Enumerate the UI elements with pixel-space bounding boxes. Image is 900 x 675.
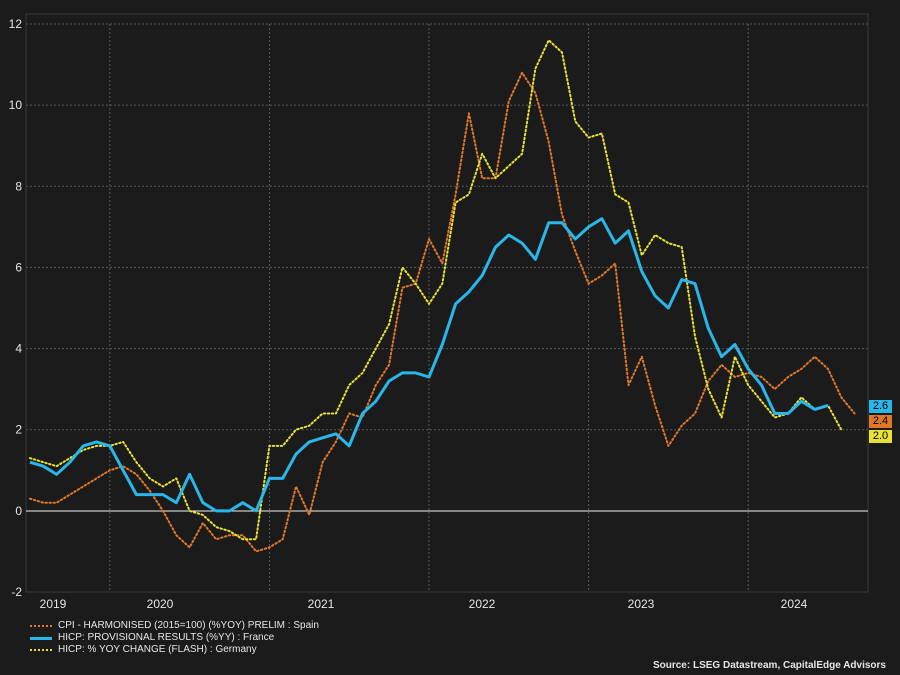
grid-lines <box>25 13 869 593</box>
y-tick-label: 4 <box>15 342 22 356</box>
series-line-germany <box>29 39 843 541</box>
y-tick-label: 2 <box>15 423 22 437</box>
y-tick-label: 6 <box>15 260 22 274</box>
y-tick-label: -2 <box>11 585 22 599</box>
y-axis-labels: -2 0 2 4 6 8 10 12 <box>9 17 23 599</box>
plot-frame <box>25 13 869 593</box>
legend-item-spain: CPI - HARMONISED (2015=100) (%YOY) PRELI… <box>30 620 319 632</box>
x-axis-labels: 2019 2020 2021 2022 2023 2024 <box>40 597 808 611</box>
end-value-germany: 2.0 <box>869 430 892 443</box>
legend-swatch-germany <box>30 649 52 651</box>
x-tick-label: 2022 <box>469 597 496 611</box>
x-tick-label: 2019 <box>40 597 67 611</box>
y-tick-label: 10 <box>9 98 23 112</box>
y-tick-label: 0 <box>15 504 22 518</box>
legend-item-germany: HICP: % YOY CHANGE (FLASH) : Germany <box>30 644 319 656</box>
legend-swatch-spain <box>30 625 52 627</box>
source-note: Source: LSEG Datastream, CapitalEdge Adv… <box>652 660 886 671</box>
series-line-spain <box>29 71 856 553</box>
series-lines <box>29 39 856 553</box>
end-value-spain: 2.4 <box>869 415 892 428</box>
end-value-france: 2.6 <box>869 400 892 413</box>
legend-item-france: HICP: PROVISIONAL RESULTS (%YY) : France <box>30 632 319 644</box>
legend-swatch-france <box>30 636 52 640</box>
y-tick-label: 12 <box>9 17 23 31</box>
y-tick-label: 8 <box>15 179 22 193</box>
legend-label-france: HICP: PROVISIONAL RESULTS (%YY) : France <box>58 632 275 643</box>
x-tick-label: 2024 <box>781 597 808 611</box>
series-line-france <box>29 217 829 513</box>
x-tick-label: 2020 <box>147 597 174 611</box>
legend-label-germany: HICP: % YOY CHANGE (FLASH) : Germany <box>58 644 257 655</box>
x-tick-label: 2023 <box>628 597 655 611</box>
legend: CPI - HARMONISED (2015=100) (%YOY) PRELI… <box>30 620 319 656</box>
legend-label-spain: CPI - HARMONISED (2015=100) (%YOY) PRELI… <box>58 620 319 631</box>
x-tick-label: 2021 <box>308 597 335 611</box>
